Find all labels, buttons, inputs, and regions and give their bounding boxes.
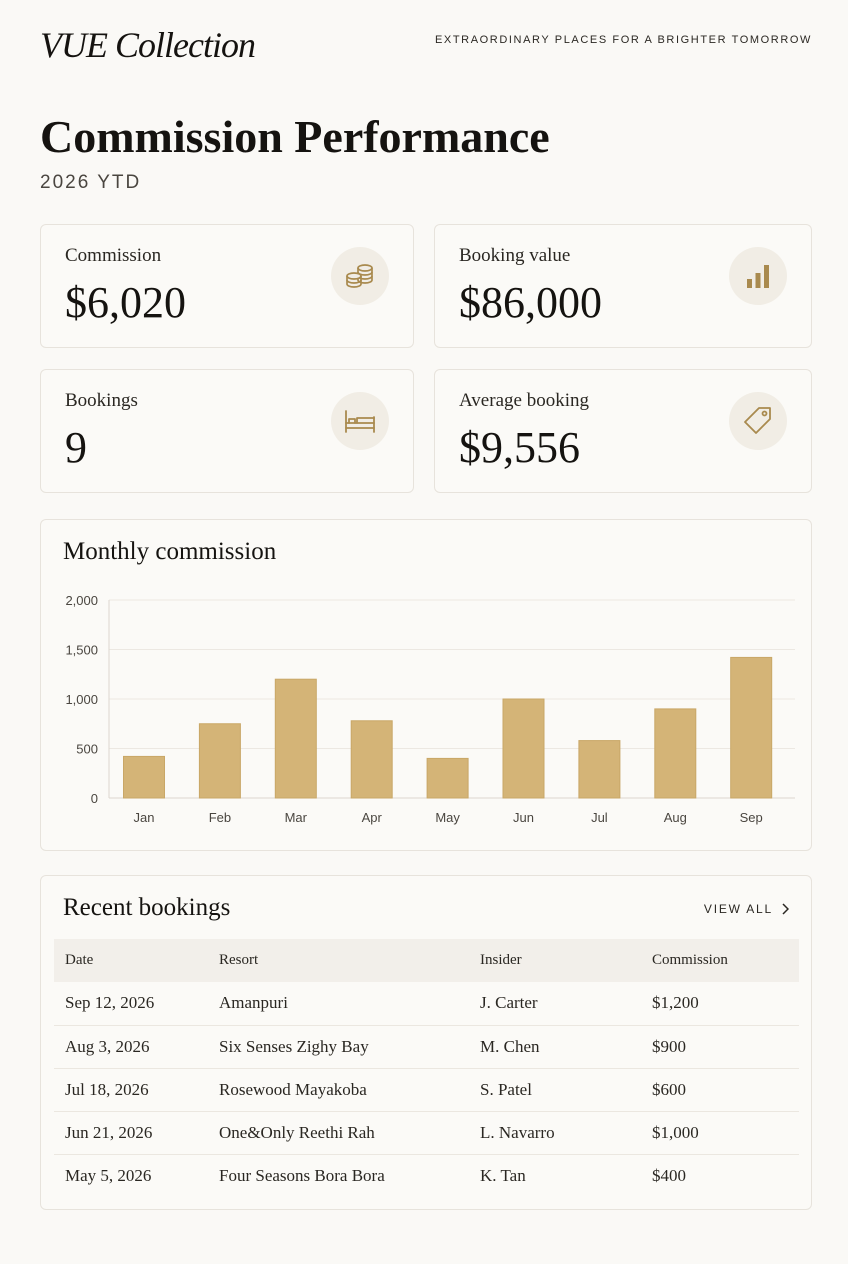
- table-row[interactable]: Aug 3, 2026 Six Senses Zighy Bay M. Chen…: [54, 1025, 799, 1069]
- stat-label: Commission: [65, 245, 162, 266]
- cell-resort: Amanpuri: [219, 982, 480, 1026]
- view-all-label: VIEW ALL: [703, 902, 773, 916]
- table-row[interactable]: Jul 18, 2026 Rosewood Mayakoba S. Patel …: [54, 1068, 799, 1112]
- cell-date: Jul 18, 2026: [54, 1068, 219, 1112]
- page-subtitle: 2026 YTD: [40, 172, 142, 193]
- bar-may: [426, 757, 469, 799]
- cell-commission: $1,200: [652, 982, 799, 1026]
- recent-bookings-title: Recent bookings: [63, 894, 231, 921]
- stat-card-commission: Commission $6,020: [40, 224, 414, 348]
- column-header-resort[interactable]: Resort: [219, 939, 480, 982]
- column-header-commission[interactable]: Commission: [652, 939, 799, 982]
- recent-bookings-card: Recent bookings VIEW ALL Date Resort Ins…: [40, 875, 812, 1210]
- column-header-date[interactable]: Date: [54, 939, 219, 982]
- stat-card-bookings: Bookings 9: [40, 369, 414, 493]
- x-tick-label: May: [435, 810, 460, 825]
- bar-chart-icon: [729, 247, 787, 305]
- x-tick-label: Aug: [664, 810, 687, 825]
- cell-commission: $400: [652, 1165, 686, 1185]
- cell-resort: Six Senses Zighy Bay: [219, 1025, 480, 1069]
- chart-title: Monthly commission: [63, 538, 277, 565]
- stat-value: $9,556: [459, 423, 580, 472]
- cell-insider: M. Chen: [480, 1025, 652, 1069]
- stat-card-average-booking: Average booking $9,556: [434, 369, 812, 493]
- table-row[interactable]: May 5, 2026 Four Seasons Bora Bora K. Ta…: [54, 1154, 799, 1197]
- stat-label: Bookings: [65, 390, 138, 411]
- bar-feb: [198, 723, 241, 799]
- cell-insider: S. Patel: [480, 1068, 652, 1112]
- bar-sep: [730, 656, 773, 799]
- column-header-insider[interactable]: Insider: [480, 939, 652, 982]
- cell-date: Sep 12, 2026: [54, 982, 219, 1026]
- y-tick-label: 500: [76, 742, 98, 757]
- cell-resort: Rosewood Mayakoba: [219, 1068, 480, 1112]
- bed-icon: [331, 392, 389, 450]
- bookings-table: Date Resort Insider Commission Sep 12, 2…: [54, 939, 799, 1197]
- cell-resort: Four Seasons Bora Bora: [219, 1165, 385, 1185]
- cell-commission: $900: [652, 1025, 799, 1069]
- bar-jun: [502, 698, 545, 799]
- x-tick-label: Sep: [740, 810, 763, 825]
- cell-resort: One&Only Reethi Rah: [219, 1111, 480, 1155]
- stat-value: $6,020: [65, 278, 186, 327]
- view-all-link[interactable]: VIEW ALL: [704, 902, 789, 916]
- cell-date: Aug 3, 2026: [54, 1025, 219, 1069]
- bar-mar: [274, 678, 317, 799]
- bar-apr: [350, 720, 393, 799]
- brand-tagline: EXTRAORDINARY PLACES FOR A BRIGHTER TOMO…: [434, 34, 812, 46]
- y-tick-label: 0: [91, 791, 98, 806]
- bar-jul: [578, 740, 621, 799]
- cell-insider: J. Carter: [480, 982, 652, 1026]
- cell-insider: L. Navarro: [480, 1111, 652, 1155]
- table-row[interactable]: Jun 21, 2026 One&Only Reethi Rah L. Nava…: [54, 1111, 799, 1155]
- x-tick-label: Mar: [285, 810, 308, 825]
- tag-icon: [729, 392, 787, 450]
- table-row[interactable]: Sep 12, 2026 Amanpuri J. Carter $1,200: [54, 982, 799, 1026]
- x-tick-label: Jun: [513, 810, 534, 825]
- monthly-commission-chart: 0 500 1,000 1,500 2,000 Jan Feb Mar Apr May Jun Jul…: [65, 593, 795, 825]
- brand-logo[interactable]: VUE Collection: [40, 25, 256, 65]
- stat-label: Average booking: [459, 390, 589, 411]
- x-tick-label: Jul: [591, 810, 608, 825]
- bar-aug: [654, 708, 697, 799]
- cell-insider: K. Tan: [480, 1165, 526, 1185]
- x-tick-label: Feb: [209, 810, 231, 825]
- cell-date: May 5, 2026: [65, 1165, 152, 1185]
- x-tick-label: Jan: [134, 810, 155, 825]
- cell-commission: $1,000: [652, 1111, 799, 1155]
- stat-value: $86,000: [459, 278, 602, 327]
- y-tick-label: 1,500: [65, 643, 98, 658]
- table-header-row: Date Resort Insider Commission: [54, 939, 799, 982]
- chevron-right-icon: [782, 903, 789, 915]
- cell-date: Jun 21, 2026: [54, 1111, 219, 1155]
- page-title: Commission Performance: [40, 111, 550, 162]
- stat-label: Booking value: [459, 245, 571, 266]
- y-tick-label: 1,000: [65, 692, 98, 707]
- stat-value: 9: [65, 423, 87, 472]
- y-tick-label: 2,000: [65, 593, 98, 608]
- cell-commission: $600: [652, 1068, 799, 1112]
- monthly-commission-card: Monthly commission 0 500 1,000 1,500 2,000 Ja…: [40, 519, 812, 851]
- bar-jan: [123, 755, 165, 799]
- stat-card-booking-value: Booking value $86,000: [434, 224, 812, 348]
- header: VUE Collection EXTRAORDINARY PLACES FOR …: [40, 24, 812, 65]
- coins-icon: [331, 247, 389, 305]
- x-tick-label: Apr: [362, 810, 383, 825]
